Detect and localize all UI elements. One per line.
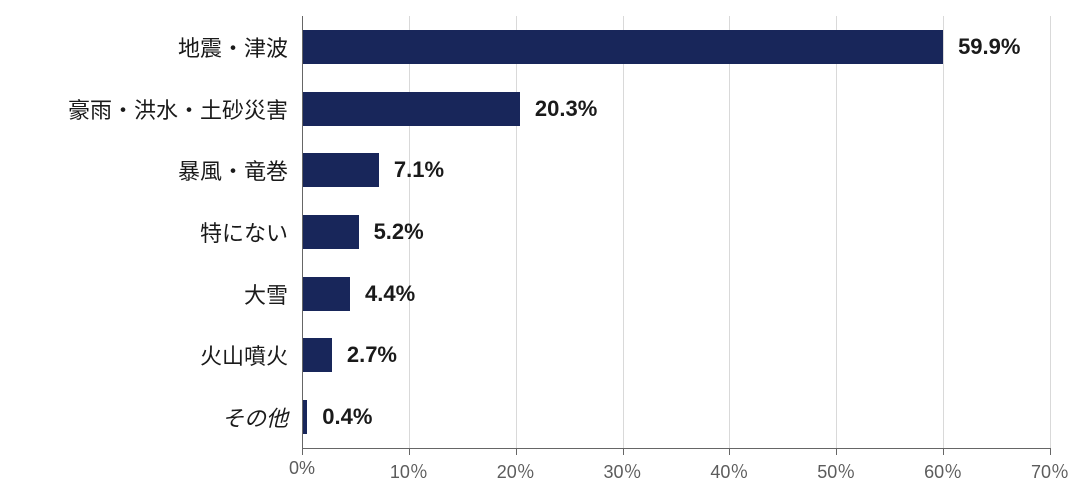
x-tick-label: 60％ [924,458,962,484]
x-tick-label: 20％ [497,458,535,484]
bar [303,215,359,249]
value-label: 20.3% [535,96,597,122]
x-axis-line [302,448,1050,449]
axis-tick [1050,448,1051,455]
x-tick-label: 30％ [604,458,642,484]
axis-tick [302,448,303,455]
category-label: 暴風・竜巻 [178,154,302,186]
value-label: 0.4% [322,404,372,430]
axis-tick [729,448,730,455]
value-label: 4.4% [365,281,415,307]
axis-tick [943,448,944,455]
axis-tick [409,448,410,455]
axis-tick [516,448,517,455]
x-tick-label: 70％ [1031,458,1069,484]
value-label: 5.2% [374,219,424,245]
value-label: 2.7% [347,342,397,368]
disaster-concern-chart: 0% 10％ 20％ 30％ 40％ 50％ 60％ 70％ 地震・津波 59.9% 豪雨・洪水・土… [0,0,1074,500]
grid-line [943,16,944,448]
category-label: 地震・津波 [178,31,302,63]
x-tick-label: 10％ [390,458,428,484]
bar [303,400,307,434]
bar [303,92,520,126]
category-label: 特にない [200,216,302,248]
category-label: 豪雨・洪水・土砂災害 [68,93,302,125]
bar [303,30,943,64]
grid-line [836,16,837,448]
value-label: 59.9% [958,34,1020,60]
bar [303,153,379,187]
grid-line [623,16,624,448]
grid-line [1050,16,1051,448]
value-label: 7.1% [394,157,444,183]
x-tick-label: 0% [289,458,315,479]
category-label: その他 [222,401,302,433]
category-label: 大雪 [244,278,302,310]
category-label: 火山噴火 [200,339,302,371]
axis-tick [623,448,624,455]
plot-area: 0%10％20％30％40％50％60％70％地震・津波59.9%豪雨・洪水・土… [302,16,1050,448]
x-tick-label: 40％ [710,458,748,484]
grid-line [516,16,517,448]
axis-tick [836,448,837,455]
bar [303,338,332,372]
grid-line [729,16,730,448]
bar [303,277,350,311]
x-tick-label: 50％ [817,458,855,484]
